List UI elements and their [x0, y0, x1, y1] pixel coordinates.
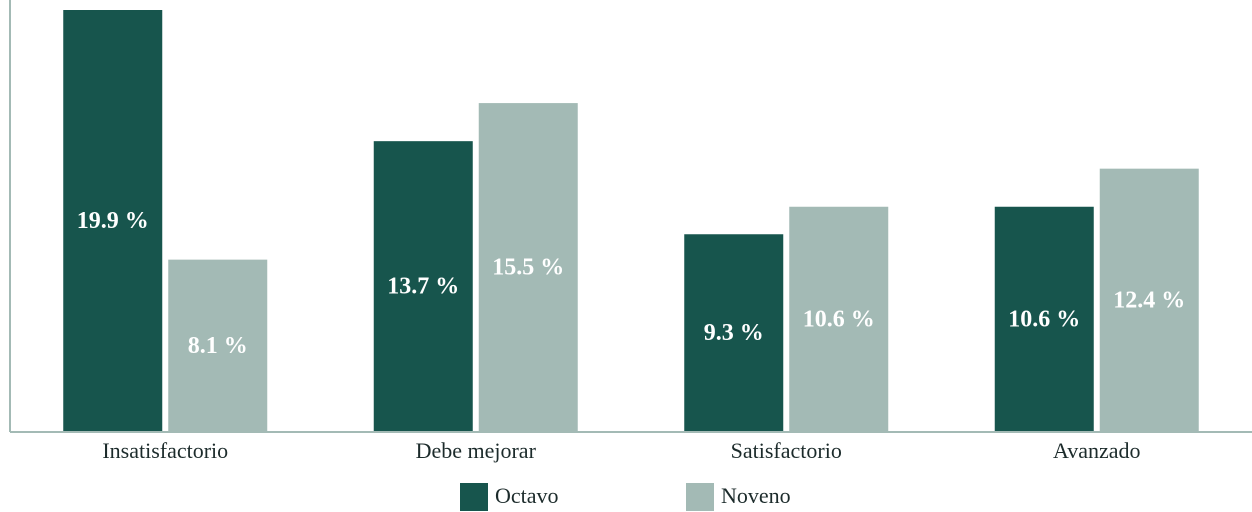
x-tick-label: Insatisfactorio	[102, 438, 228, 463]
bar	[994, 206, 1094, 431]
value-label: 13.7 %	[387, 274, 459, 300]
x-tick-label: Avanzado	[1053, 438, 1141, 463]
bar	[63, 10, 163, 431]
legend-swatch	[460, 483, 488, 511]
bar	[168, 259, 268, 431]
bar	[684, 234, 784, 431]
bar	[373, 141, 473, 431]
value-label: 15.5 %	[492, 255, 564, 281]
value-label: 10.6 %	[1008, 306, 1080, 332]
legend-label: Octavo	[495, 483, 559, 508]
value-label: 19.9 %	[77, 208, 149, 234]
legend-swatch	[686, 483, 714, 511]
bar	[1099, 168, 1199, 431]
bar	[789, 206, 889, 431]
bar	[478, 103, 578, 432]
value-label: 8.1 %	[188, 333, 248, 359]
value-label: 12.4 %	[1113, 287, 1185, 313]
value-label: 10.6 %	[803, 306, 875, 332]
value-label: 9.3 %	[704, 320, 764, 346]
x-tick-label: Debe mejorar	[416, 438, 537, 463]
legend-label: Noveno	[721, 483, 791, 508]
x-tick-label: Satisfactorio	[731, 438, 842, 463]
